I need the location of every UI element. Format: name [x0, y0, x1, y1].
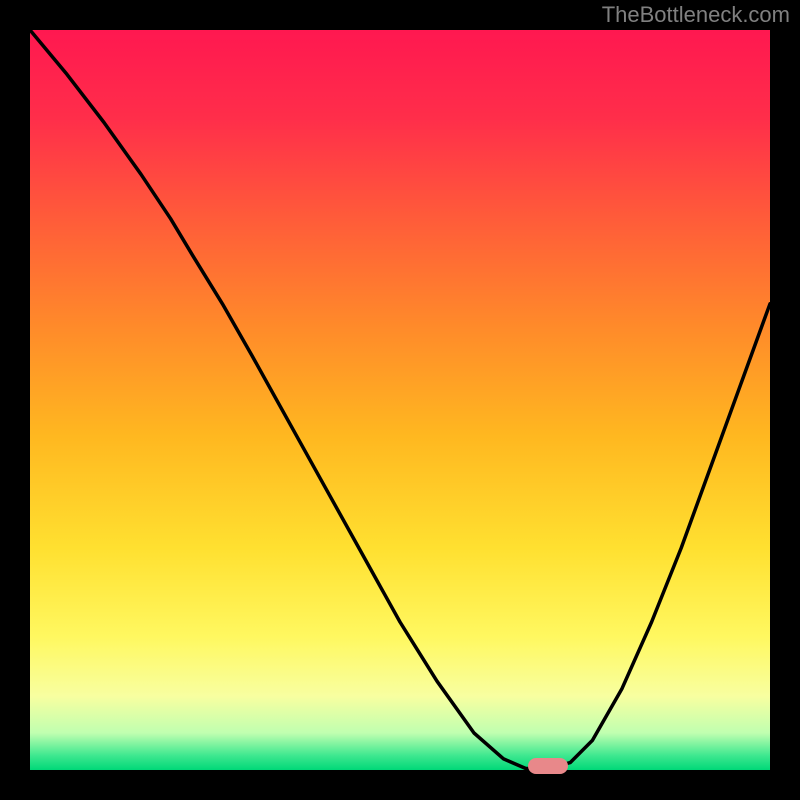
bottleneck-curve: [30, 30, 770, 770]
watermark-text: TheBottleneck.com: [602, 2, 790, 28]
plot-area: [30, 30, 770, 770]
optimal-marker: [528, 758, 568, 774]
